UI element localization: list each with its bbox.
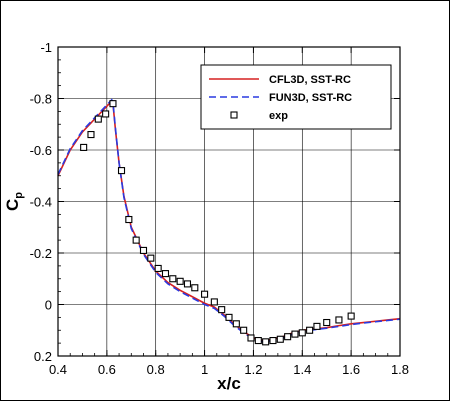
x-tick-label: 0.8	[147, 362, 165, 377]
exp-point	[291, 330, 299, 338]
exp-point	[117, 167, 126, 175]
exp-point	[313, 322, 321, 330]
y-tick-label: -1	[40, 40, 52, 55]
exp-point	[210, 298, 218, 306]
exp-point	[161, 270, 170, 278]
y-axis-label: Cp	[3, 192, 25, 211]
exp-point	[109, 100, 117, 108]
x-tick-label: 1.4	[293, 362, 311, 377]
exp-point	[306, 326, 314, 334]
exp-point	[218, 306, 226, 314]
exp-point	[87, 131, 95, 139]
legend: CFL3D, SST-RC FUN3D, SST-RC exp	[200, 64, 392, 130]
y-tick-label: -0.8	[30, 92, 52, 107]
exp-point	[269, 336, 277, 345]
exp-point	[125, 215, 133, 224]
y-axis-label-subscript: p	[13, 192, 25, 199]
y-tick-label: -0.2	[30, 246, 52, 261]
x-tick-label: 0.4	[49, 362, 67, 377]
exp-point	[298, 329, 306, 337]
exp-point	[147, 254, 155, 262]
exp-point	[176, 277, 184, 285]
exp-point	[276, 335, 284, 343]
exp-point	[102, 110, 110, 118]
exp-point	[335, 316, 343, 324]
exp-point	[323, 318, 331, 327]
tick-labels: 0.4 0.6 0.8 1 1.2 1.4 1.6 1.8 -1 -0.8 -0.6 -0.4 -0.2…	[30, 40, 409, 377]
exp-point	[154, 264, 162, 273]
exp-point	[191, 284, 199, 292]
x-tick-label: 0.6	[98, 362, 116, 377]
x-tick-label: 1.8	[391, 362, 409, 377]
exp-point	[139, 246, 148, 254]
exp-point	[254, 336, 262, 345]
series-layer	[57, 98, 401, 346]
x-tick-label: 1.6	[342, 362, 360, 377]
exp-point	[183, 280, 192, 288]
exp-point	[94, 115, 102, 123]
legend-entries: CFL3D, SST-RC FUN3D, SST-RC exp	[209, 74, 352, 122]
x-tick-label: 1	[201, 362, 208, 377]
exp-point	[347, 312, 355, 320]
y-tick-label: -0.4	[30, 195, 52, 210]
exp-point	[232, 320, 240, 328]
y-tick-label: 0.2	[34, 349, 52, 364]
x-axis-label: x/c	[217, 374, 241, 393]
exp-point	[284, 333, 292, 341]
tick-marks	[57, 46, 401, 357]
exp-point	[169, 275, 177, 283]
legend-label: CFL3D, SST-RC	[269, 74, 351, 86]
legend-label: exp	[269, 110, 288, 122]
x-tick-label: 1.2	[244, 362, 262, 377]
exp-point	[247, 334, 255, 342]
y-tick-label: -0.6	[30, 143, 52, 158]
exp-point	[225, 313, 233, 321]
legend-marker	[230, 111, 238, 119]
exp-point	[132, 236, 140, 244]
y-tick-label: 0	[45, 298, 52, 313]
exp-point	[201, 290, 209, 298]
exp-point	[80, 143, 88, 151]
legend-label: FUN3D, SST-RC	[269, 92, 352, 104]
y-axis-label-main: C	[3, 199, 22, 211]
exp-point	[240, 326, 248, 334]
exp-point	[262, 338, 270, 346]
